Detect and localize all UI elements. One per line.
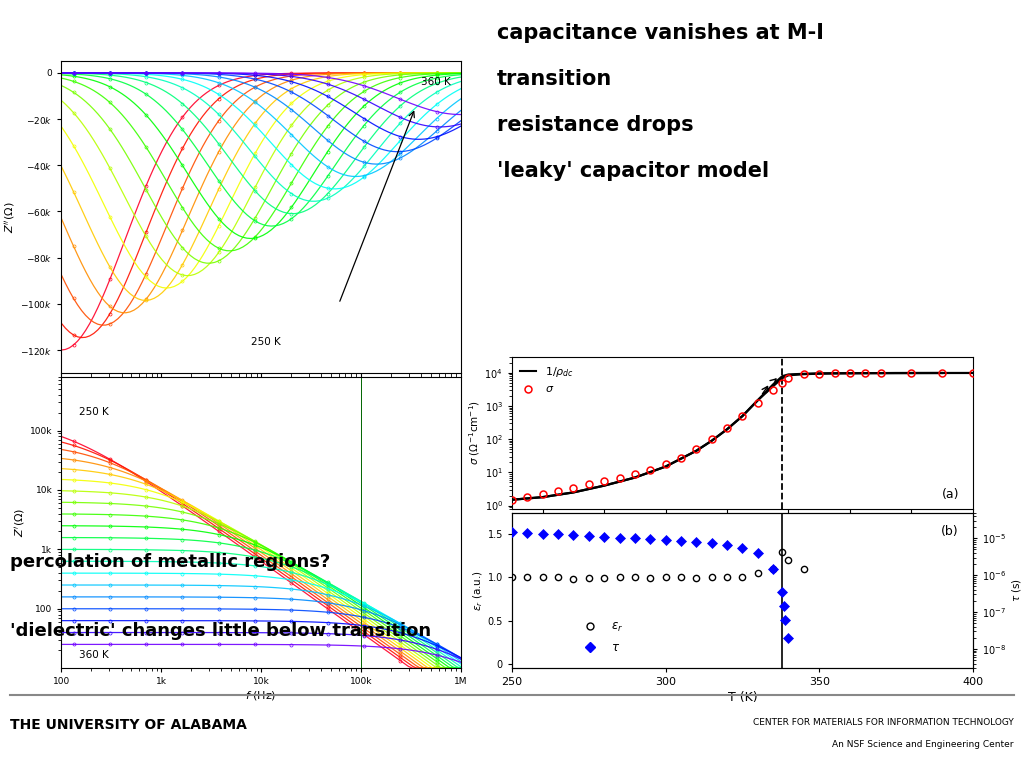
Text: 360 K: 360 K [421,77,451,87]
Text: 'leaky' capacitor model: 'leaky' capacitor model [497,161,769,181]
X-axis label: $f$ (Hz): $f$ (Hz) [246,689,276,702]
Text: capacitance vanishes at M-I: capacitance vanishes at M-I [497,23,823,43]
Text: (b): (b) [941,525,958,538]
Text: 'dielectric' changes little below transition: 'dielectric' changes little below transi… [10,622,431,640]
Text: THE UNIVERSITY OF ALABAMA: THE UNIVERSITY OF ALABAMA [10,718,247,732]
Text: An NSF Science and Engineering Center: An NSF Science and Engineering Center [833,740,1014,749]
Y-axis label: $\tau$ (s): $\tau$ (s) [1010,578,1023,602]
Legend: $\varepsilon_r$, $\tau$: $\varepsilon_r$, $\tau$ [573,615,628,659]
Text: 250 K: 250 K [252,337,282,347]
Text: transition: transition [497,69,612,89]
Y-axis label: $\sigma\ (\Omega^{-1}$cm$^{-1})$: $\sigma\ (\Omega^{-1}$cm$^{-1})$ [467,400,481,465]
Text: CENTER FOR MATERIALS FOR INFORMATION TECHNOLOGY: CENTER FOR MATERIALS FOR INFORMATION TEC… [753,718,1014,727]
Text: (a): (a) [941,488,958,502]
Text: 360 K: 360 K [79,650,109,660]
Text: percolation of metallic regions?: percolation of metallic regions? [10,553,331,571]
Text: 250 K: 250 K [79,407,109,418]
X-axis label: T (K): T (K) [728,691,757,704]
Legend: $1/\rho_{dc}$, $\sigma$: $1/\rho_{dc}$, $\sigma$ [517,362,577,397]
Text: resistance drops: resistance drops [497,115,693,135]
Y-axis label: $Z''(\Omega)$: $Z''(\Omega)$ [3,201,17,233]
Y-axis label: $\varepsilon_r$ (a.u.): $\varepsilon_r$ (a.u.) [471,570,484,611]
Y-axis label: $Z'(\Omega)$: $Z'(\Omega)$ [13,508,27,538]
